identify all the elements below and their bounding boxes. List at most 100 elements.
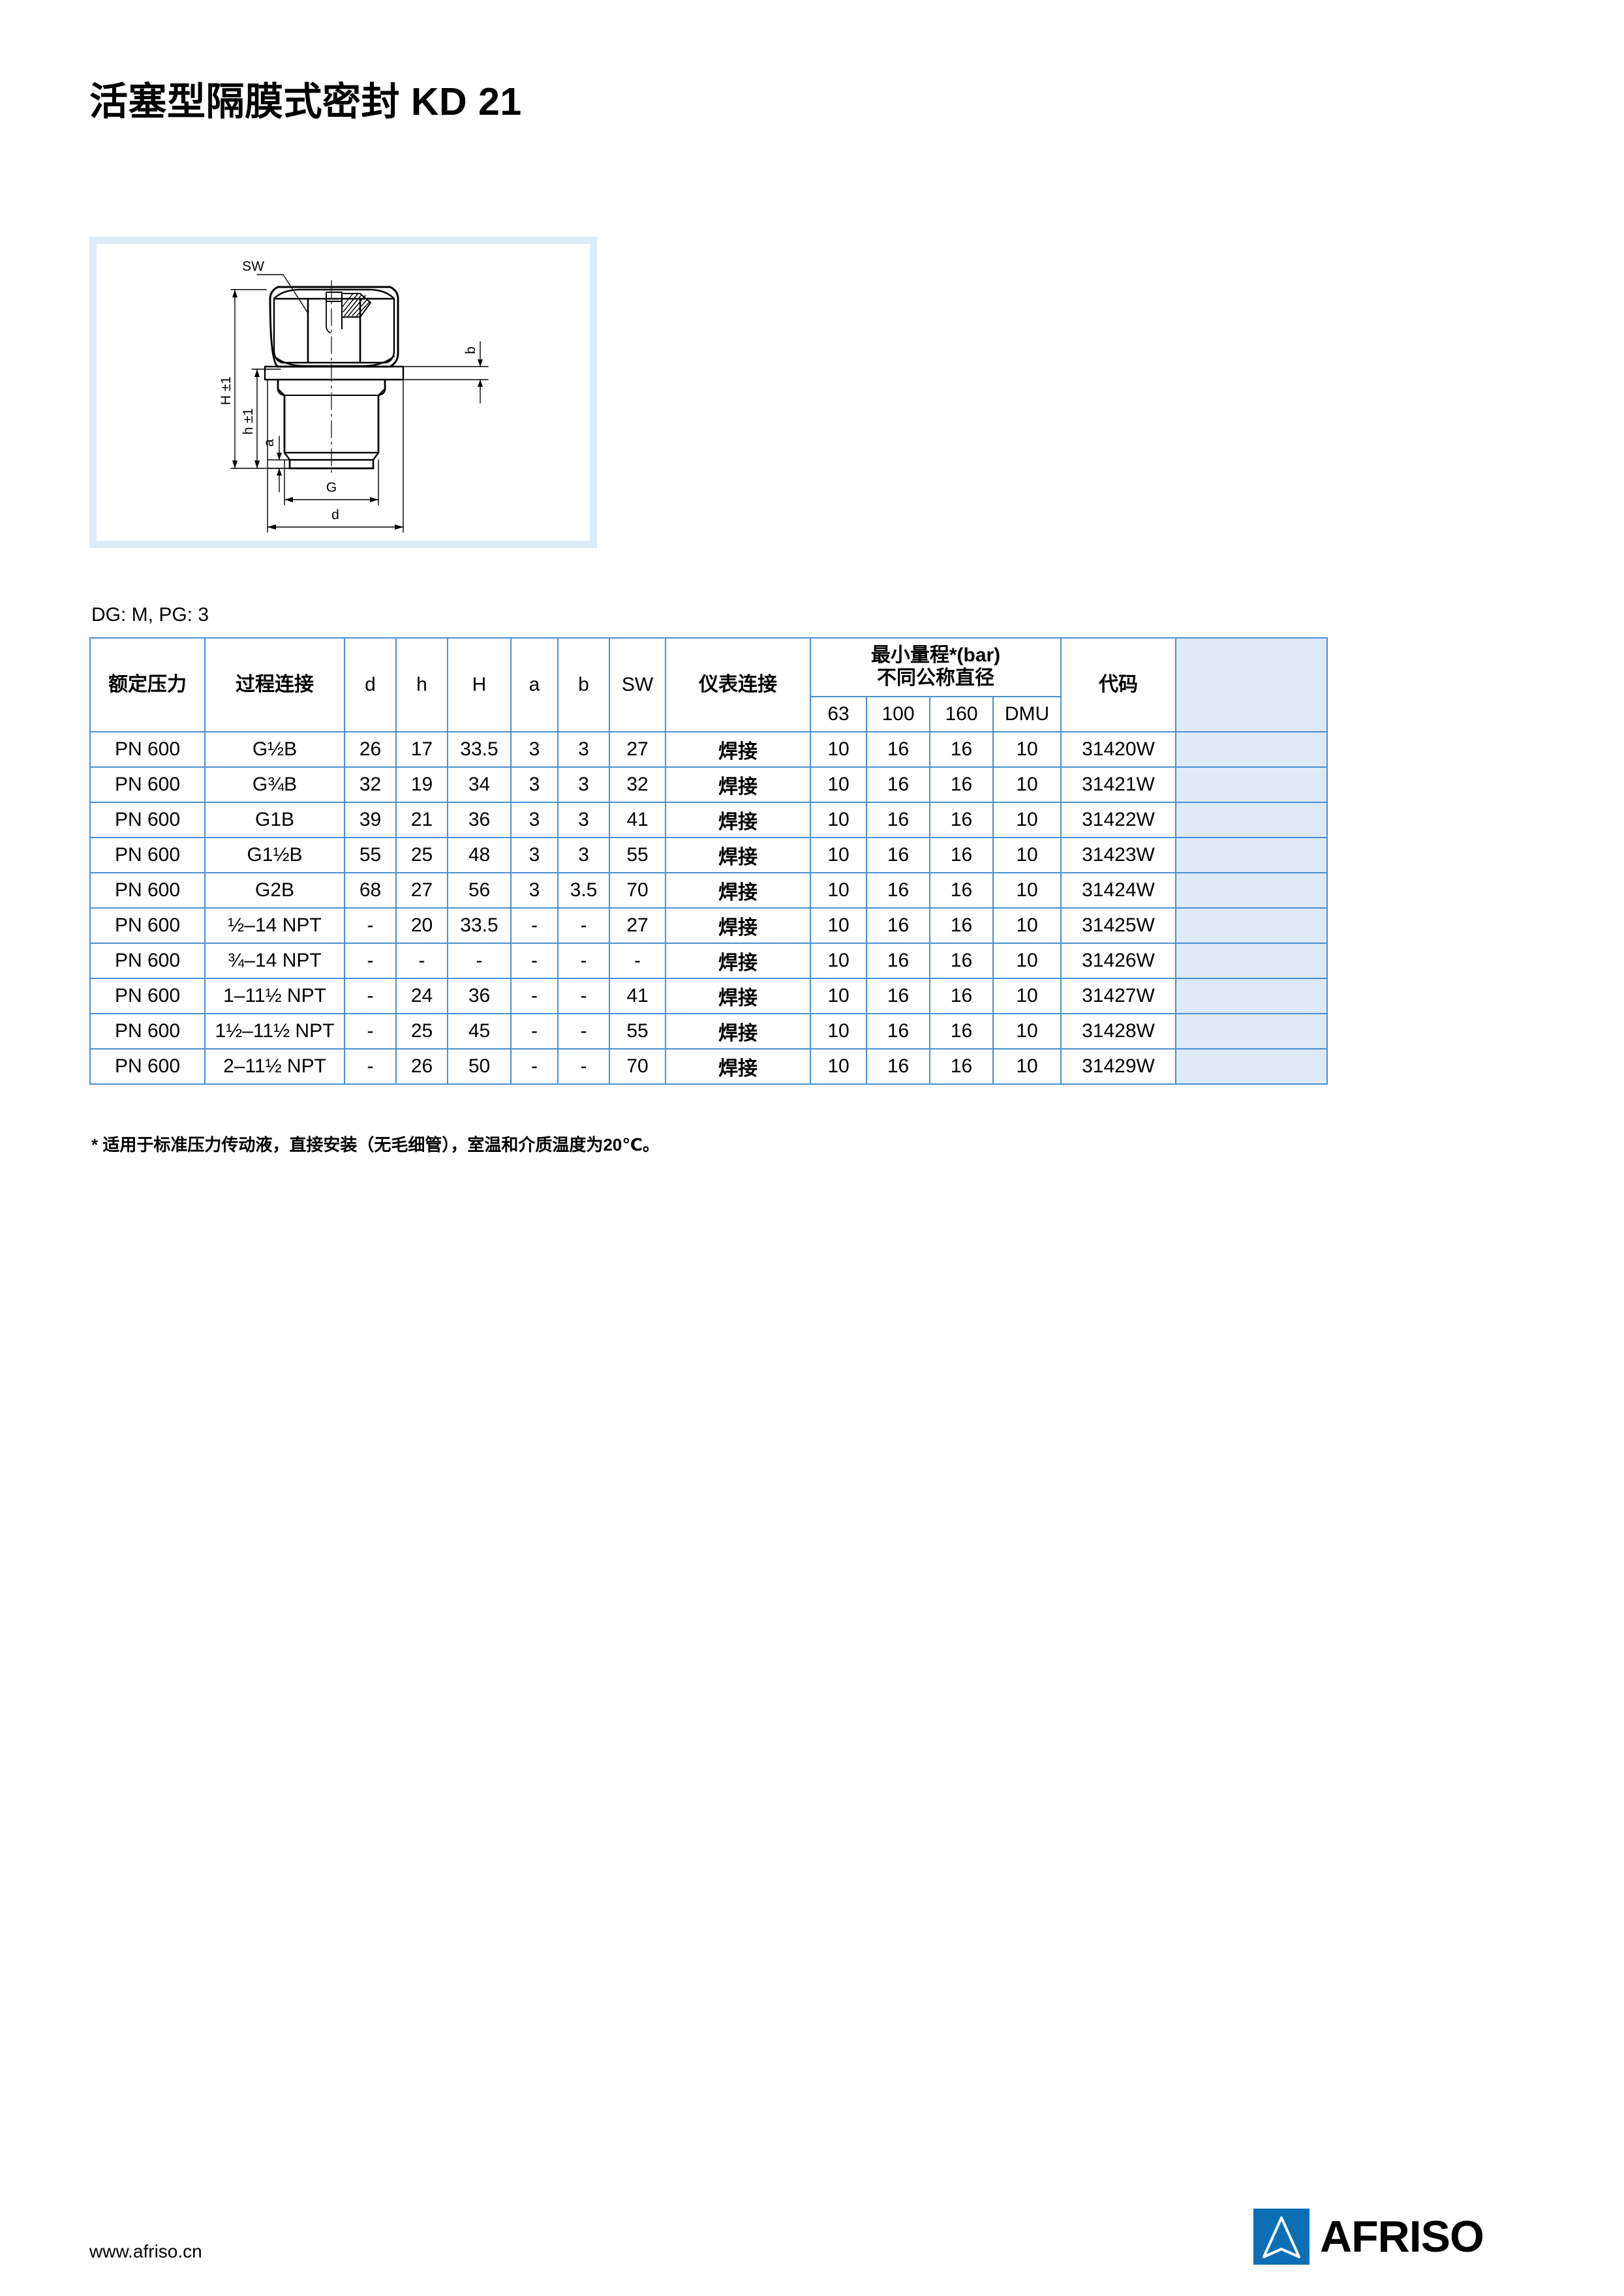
cell-b: 3.5 <box>557 872 610 909</box>
cell-dn100: 16 <box>866 907 930 944</box>
afriso-arrow-icon <box>1253 2209 1310 2265</box>
afriso-logo: AFRISO <box>1253 2209 1484 2265</box>
cell-dmu: 10 <box>992 943 1062 979</box>
cell-h: 20 <box>395 907 448 944</box>
cell-blank <box>1175 872 1328 909</box>
cell-d: - <box>344 1013 397 1050</box>
cell-a: - <box>510 1013 559 1050</box>
cell-d: - <box>344 907 397 944</box>
cell-dn63: 10 <box>810 907 867 944</box>
cell-H: 36 <box>447 802 512 838</box>
cell-dn160: 16 <box>929 1013 994 1050</box>
cell-d: 39 <box>344 802 397 838</box>
cell-H: - <box>447 943 512 979</box>
cell-dn160: 16 <box>929 766 994 803</box>
cell-dn100: 16 <box>866 872 930 909</box>
cell-h: 19 <box>395 766 448 803</box>
cell-sw: - <box>609 943 666 979</box>
cell-a: - <box>510 1048 559 1085</box>
cell-sw: 55 <box>609 1013 666 1050</box>
header-min-range-line2: 不同公称直径 <box>877 667 994 689</box>
cell-instrument-connection: 焊接 <box>665 766 811 803</box>
cell-dn160: 16 <box>929 943 994 979</box>
header-a: a <box>510 637 559 733</box>
table-body: PN 600 G½B 26 17 33.5 3 3 27 焊接 10 16 16 10 31420W PN … <box>89 731 1328 1085</box>
cell-rated-pressure: PN 600 <box>89 766 206 803</box>
cell-dn63: 10 <box>810 978 867 1014</box>
cell-dn63: 10 <box>810 943 867 979</box>
cell-dn63: 10 <box>810 1013 867 1050</box>
cell-process-connection: G1½B <box>204 837 345 873</box>
cell-h: 25 <box>395 1013 448 1050</box>
cell-sw: 41 <box>609 802 666 838</box>
cell-h: 27 <box>395 872 448 909</box>
dimension-label-sw: SW <box>242 259 264 274</box>
cell-blank <box>1175 943 1328 979</box>
cell-code: 31427W <box>1060 978 1176 1014</box>
cell-dmu: 10 <box>992 1048 1062 1085</box>
specification-table: 额定压力 过程连接 d h H a b SW 仪表连接 最小量程*(bar) 不… <box>89 637 1328 1085</box>
cell-h: 25 <box>395 837 448 873</box>
table-row: PN 600 G2B 68 27 56 3 3.5 70 焊接 10 16 16 10 31424W <box>89 872 1328 909</box>
cell-instrument-connection: 焊接 <box>665 943 811 979</box>
table-subheader-row: 63 100 160 DMU <box>90 696 1327 733</box>
cell-rated-pressure: PN 600 <box>89 1013 206 1050</box>
cell-dn63: 10 <box>810 766 867 803</box>
cell-d: - <box>344 943 397 979</box>
cell-dn63: 10 <box>810 837 867 873</box>
cell-b: - <box>557 978 610 1014</box>
cell-sw: 70 <box>609 872 666 909</box>
cell-b: 3 <box>557 837 610 873</box>
cell-sw: 32 <box>609 766 666 803</box>
table-row: PN 600 G¾B 32 19 34 3 3 32 焊接 10 16 16 10 31421W <box>89 766 1328 803</box>
dimension-label-a: a <box>262 439 277 447</box>
table-footnote: * 适用于标准压力传动液，直接安装（无毛细管），室温和介质温度为20℃。 <box>91 1135 660 1155</box>
cell-dn100: 16 <box>866 837 930 873</box>
cell-instrument-connection: 焊接 <box>665 802 811 838</box>
cell-a: 3 <box>510 837 559 873</box>
cell-dn160: 16 <box>929 872 994 909</box>
cell-dn160: 16 <box>929 907 994 944</box>
cell-code: 31428W <box>1060 1013 1176 1050</box>
cell-dn63: 10 <box>810 1048 867 1085</box>
header-min-range-group: 最小量程*(bar) 不同公称直径 <box>810 637 1062 697</box>
table-row: PN 600 ½–14 NPT -20 33.5- -27 焊接 10 16 16 10 31425… <box>89 907 1328 944</box>
cell-dn100: 16 <box>866 978 930 1014</box>
header-process-connection: 过程连接 <box>204 637 345 733</box>
table-row: PN 600 ¾–14 NPT - - - - - - 焊接 10 16 16 10 31426W <box>89 943 1328 979</box>
cell-d: - <box>344 978 397 1014</box>
cell-instrument-connection: 焊接 <box>665 978 811 1014</box>
cell-dn160: 16 <box>929 802 994 838</box>
cell-H: 48 <box>447 837 512 873</box>
subheader-dn63: 63 <box>810 696 867 733</box>
cell-d: 68 <box>344 872 397 909</box>
cell-blank <box>1175 837 1328 873</box>
table-row: PN 600 1½–11½ NPT -25 45- -55 焊接 10 16 16 10 31428… <box>89 1013 1328 1050</box>
cell-H: 45 <box>447 1013 512 1050</box>
cell-dmu: 10 <box>992 978 1062 1014</box>
cell-d: 32 <box>344 766 397 803</box>
cell-code: 31426W <box>1060 943 1176 979</box>
dimension-label-d: d <box>331 507 339 522</box>
cell-H: 36 <box>447 978 512 1014</box>
table-header-row: 额定压力 过程连接 d h H a b SW 仪表连接 最小量程*(bar) 不… <box>89 637 1328 733</box>
dimension-label-h-small: h ±1 <box>241 408 256 435</box>
cell-rated-pressure: PN 600 <box>89 1048 206 1085</box>
footer-website-url[interactable]: www.afriso.cn <box>89 2241 202 2261</box>
cell-dmu: 10 <box>992 731 1062 768</box>
cell-dn160: 16 <box>929 731 994 768</box>
cell-dn160: 16 <box>929 1048 994 1085</box>
cell-a: - <box>510 907 559 944</box>
cell-blank <box>1175 907 1328 944</box>
header-d: d <box>344 637 397 733</box>
cell-H: 56 <box>447 872 512 909</box>
cell-sw: 27 <box>609 907 666 944</box>
header-rated-pressure: 额定压力 <box>89 637 206 733</box>
cell-code: 31421W <box>1060 766 1176 803</box>
cell-blank <box>1175 802 1328 838</box>
subheader-dn100: 100 <box>866 696 930 733</box>
header-b: b <box>557 637 610 733</box>
cell-dmu: 10 <box>992 802 1062 838</box>
cell-dn160: 16 <box>929 978 994 1014</box>
dimension-label-g: G <box>326 480 337 495</box>
